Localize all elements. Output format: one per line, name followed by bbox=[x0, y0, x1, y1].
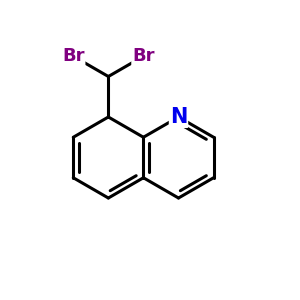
Text: Br: Br bbox=[132, 47, 155, 65]
Text: N: N bbox=[170, 107, 187, 127]
Text: Br: Br bbox=[62, 47, 85, 65]
